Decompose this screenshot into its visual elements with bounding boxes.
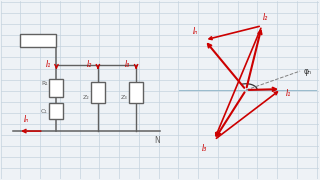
Text: C₁: C₁ <box>41 109 48 114</box>
Bar <box>50 103 63 119</box>
Text: φₙ: φₙ <box>303 67 311 76</box>
Text: I₃: I₃ <box>202 144 207 153</box>
Text: Z₃: Z₃ <box>121 95 127 100</box>
Text: Iₙ: Iₙ <box>192 27 198 36</box>
Text: I₃: I₃ <box>125 60 130 69</box>
Bar <box>50 79 63 97</box>
Text: Z₂: Z₂ <box>83 95 89 100</box>
Text: R₁: R₁ <box>41 81 48 86</box>
Bar <box>20 34 56 47</box>
Text: N: N <box>154 136 160 145</box>
Text: I₂: I₂ <box>262 13 268 22</box>
Text: Iₙ: Iₙ <box>24 115 29 124</box>
Text: I₁: I₁ <box>286 89 291 98</box>
Bar <box>129 82 143 102</box>
Text: I₂: I₂ <box>87 60 92 69</box>
Text: I₁: I₁ <box>45 60 51 69</box>
Bar <box>91 82 105 102</box>
